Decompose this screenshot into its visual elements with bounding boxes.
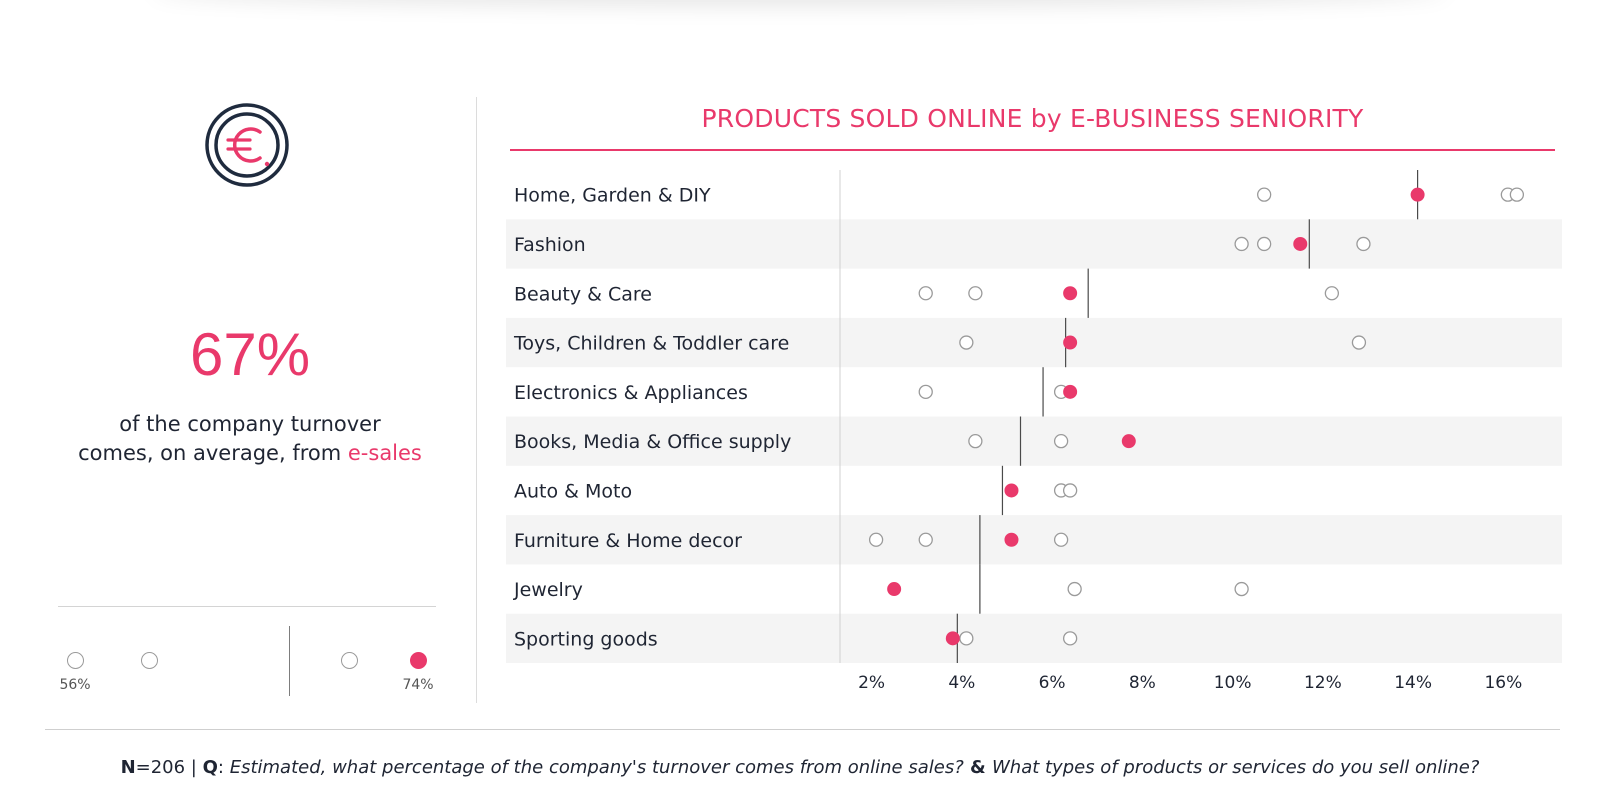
x-tick-label: 14% xyxy=(1394,673,1432,693)
x-tick-label: 6% xyxy=(1039,673,1066,693)
category-label: Beauty & Care xyxy=(514,283,652,305)
hollow-marker xyxy=(1062,483,1078,498)
chart-title-rule xyxy=(510,149,1555,151)
category-label: Books, Media & Office supply xyxy=(514,431,791,453)
footnote-q-sep: : xyxy=(217,757,230,778)
highlight-marker xyxy=(1063,384,1078,399)
hollow-marker xyxy=(1053,433,1069,449)
row-band xyxy=(506,416,1562,466)
x-tick-label: 12% xyxy=(1304,673,1342,693)
legend-min-label: 56% xyxy=(59,677,91,693)
footnote-n-value: =206 | xyxy=(135,757,203,778)
footnote-amp: & xyxy=(963,757,992,778)
hollow-marker xyxy=(1351,335,1367,350)
legend-max-label: 74% xyxy=(402,677,434,693)
hollow-marker xyxy=(1234,236,1249,252)
stat-value: 67% xyxy=(189,321,311,388)
panel-separator xyxy=(476,97,477,703)
highlight-marker xyxy=(1293,236,1308,251)
category-label: Auto & Moto xyxy=(514,480,632,502)
footnote-n-label: N xyxy=(120,757,136,778)
hollow-marker xyxy=(959,631,974,646)
row-band xyxy=(506,317,1562,368)
category-label: Home, Garden & DIY xyxy=(514,185,711,207)
x-tick-label: 10% xyxy=(1214,673,1252,693)
hollow-marker xyxy=(1053,532,1069,547)
highlight-marker xyxy=(945,631,960,646)
x-tick-label: 16% xyxy=(1484,673,1522,693)
hollow-marker xyxy=(1067,581,1082,597)
legend-dot-3 xyxy=(341,652,358,669)
legend-dot-max xyxy=(410,652,427,669)
highlight-marker xyxy=(1063,286,1078,301)
footnote-q-label: Q xyxy=(202,757,218,778)
hollow-marker xyxy=(1234,581,1249,597)
row-band xyxy=(506,613,1562,663)
hollow-marker xyxy=(1324,286,1340,301)
stat-caption-accent: e-sales xyxy=(347,441,422,465)
category-label: Fashion xyxy=(514,234,586,256)
hollow-marker xyxy=(918,286,933,301)
category-label: Toys, Children & Toddler care xyxy=(513,333,789,355)
footnote-question-1: Estimated, what percentage of the compan… xyxy=(229,757,964,778)
legend-average-divider xyxy=(289,626,290,696)
x-tick-label: 8% xyxy=(1129,673,1156,693)
hollow-marker xyxy=(1257,187,1272,202)
highlight-marker xyxy=(1063,335,1078,350)
category-label: Furniture & Home decor xyxy=(514,530,742,552)
x-tick-label: 2% xyxy=(858,673,885,693)
stat-caption: of the company turnover comes, on averag… xyxy=(40,410,460,468)
highlight-marker xyxy=(1004,532,1019,547)
legend-dot-2 xyxy=(141,652,158,669)
stat-caption-line2: comes, on average, from e-sales xyxy=(40,439,460,468)
hollow-marker xyxy=(959,335,974,350)
category-label: Sporting goods xyxy=(514,628,658,650)
chart-title: PRODUCTS SOLD ONLINE by E-BUSINESS SENIO… xyxy=(701,104,1364,133)
stat-caption-line1: of the company turnover xyxy=(119,412,381,436)
hollow-marker xyxy=(868,532,884,547)
legend-dot-min xyxy=(67,652,84,669)
x-tick-label: 4% xyxy=(948,673,975,693)
summary-panel: 67% of the company turnover comes, on av… xyxy=(0,0,480,720)
highlight-marker xyxy=(1410,187,1425,202)
hollow-marker xyxy=(968,286,983,301)
category-label: Jewelry xyxy=(513,579,583,601)
highlight-marker xyxy=(1004,483,1019,498)
dot-plot-chart: Home, Garden & DIY Fashion Beauty & Care To… xyxy=(506,170,1562,693)
euro-coin-icon xyxy=(205,103,289,187)
footnote: N=206 | Q: Estimated, what percentage of… xyxy=(0,757,1600,778)
footer-rule xyxy=(45,729,1560,730)
highlight-marker xyxy=(1121,434,1136,449)
hollow-marker xyxy=(968,433,983,449)
legend-rule xyxy=(58,606,436,607)
hollow-marker xyxy=(1356,236,1371,252)
hollow-marker xyxy=(1062,631,1078,646)
footnote-question-2: What types of products or services do yo… xyxy=(991,757,1480,778)
stat-caption-prefix: comes, on average, from xyxy=(78,441,348,465)
hollow-marker xyxy=(1509,187,1525,202)
hollow-marker xyxy=(918,532,933,547)
hollow-marker xyxy=(918,384,933,400)
hollow-marker xyxy=(1257,236,1272,252)
highlight-marker xyxy=(887,582,902,597)
row-band xyxy=(506,515,1562,565)
category-label: Electronics & Appliances xyxy=(514,382,748,404)
row-band xyxy=(506,219,1562,269)
